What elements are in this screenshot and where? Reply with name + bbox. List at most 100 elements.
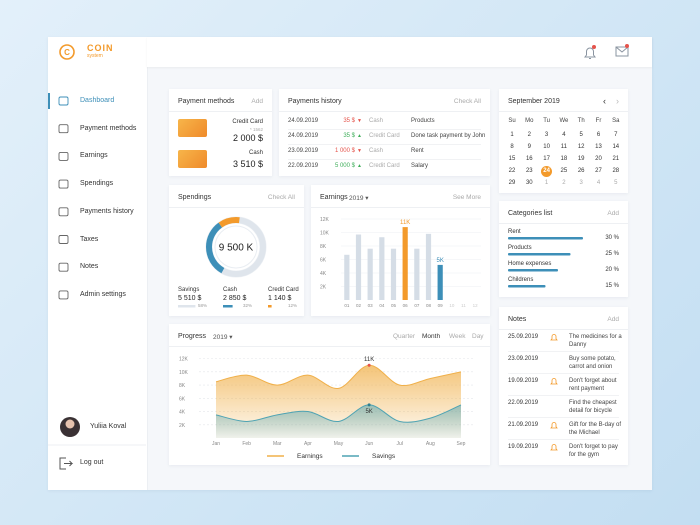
day[interactable]: 17: [543, 155, 550, 162]
menu-icon: [58, 207, 69, 217]
day[interactable]: 21: [612, 155, 620, 162]
day[interactable]: 5: [614, 180, 618, 187]
x-tick-label: 12: [473, 303, 479, 308]
x-tick-label: Sep: [457, 441, 466, 447]
day[interactable]: 25: [560, 168, 568, 175]
panel-action[interactable]: Add: [607, 316, 619, 323]
menu-item[interactable]: Spendings: [80, 180, 114, 188]
next-month[interactable]: ›: [616, 96, 619, 106]
panel-action[interactable]: Add: [607, 210, 619, 217]
reminder-bell: [550, 334, 558, 341]
day[interactable]: 28: [612, 168, 620, 175]
menu-item[interactable]: Payment methods: [80, 124, 137, 132]
category-name: Home expenses: [508, 261, 552, 267]
category-value: 15 %: [605, 283, 619, 289]
method-name: Cash: [248, 150, 263, 156]
logo-icon: [59, 44, 75, 60]
value-label: 5K: [436, 258, 443, 264]
categories-panel: Categories list Add Rent 30 % Products 25 %…: [499, 201, 628, 297]
menu-item[interactable]: Admin settings: [80, 290, 126, 298]
day[interactable]: 7: [614, 131, 618, 138]
prev-month[interactable]: ‹: [603, 96, 606, 106]
reminder-bell: [550, 444, 558, 451]
day[interactable]: 22: [508, 168, 516, 175]
day[interactable]: 14: [612, 143, 620, 150]
panel-action[interactable]: See More: [452, 194, 481, 201]
day[interactable]: 4: [562, 131, 566, 138]
panel-action[interactable]: Check All: [267, 194, 295, 201]
menu-item[interactable]: Taxes: [80, 235, 99, 243]
logo-glyph: C: [64, 48, 70, 57]
payment-arrow: ▼: [357, 117, 362, 124]
day[interactable]: 26: [577, 168, 585, 175]
row-divider: [288, 144, 481, 145]
bar: [344, 254, 350, 300]
divider: [311, 207, 490, 208]
x-tick-label: Jun: [365, 441, 373, 447]
logout[interactable]: Log out: [80, 459, 104, 466]
range-tab[interactable]: Day: [472, 333, 484, 340]
category-bar: [508, 269, 558, 272]
year-select[interactable]: 2019 ▾: [213, 334, 233, 341]
day[interactable]: 16: [525, 155, 533, 162]
range-tab[interactable]: Week: [449, 333, 466, 340]
spending-amount: 2 850 $: [223, 295, 247, 302]
method-name: Credit Card: [232, 119, 263, 125]
day[interactable]: 18: [560, 155, 568, 162]
day[interactable]: 30: [525, 180, 533, 187]
note-text: Gift for the B-day of the Michael: [569, 422, 622, 436]
payment-amount: 1 000 $: [334, 148, 355, 154]
day[interactable]: 12: [577, 143, 585, 150]
day[interactable]: 8: [510, 143, 514, 150]
payment-method: Credit Card: [369, 163, 400, 169]
spending-share-bar: [268, 305, 272, 308]
x-tick-label: 02: [356, 303, 362, 308]
day[interactable]: 24: [543, 168, 550, 175]
day[interactable]: 10: [543, 143, 550, 150]
row-divider: [508, 417, 619, 418]
notification-dot: [625, 44, 629, 48]
bell-icon[interactable]: [584, 47, 596, 59]
day[interactable]: 15: [508, 155, 516, 162]
divider: [499, 111, 628, 112]
day[interactable]: 27: [595, 168, 602, 175]
day[interactable]: 2: [562, 180, 566, 187]
panel-action[interactable]: Check All: [453, 98, 481, 105]
day[interactable]: 3: [544, 131, 549, 138]
day[interactable]: 9: [527, 143, 531, 150]
day[interactable]: 5: [579, 131, 583, 138]
menu-item[interactable]: Notes: [80, 263, 99, 271]
spending-share-bar: [223, 305, 233, 308]
x-tick-label: 10: [449, 303, 455, 308]
payment-description: Done task payment by John: [411, 133, 486, 139]
menu-item[interactable]: Payments history: [80, 207, 134, 215]
day[interactable]: 6: [596, 131, 601, 138]
category-name: Childrens: [508, 277, 534, 283]
weekday: We: [559, 118, 569, 124]
day[interactable]: 4: [596, 180, 601, 187]
day[interactable]: 19: [577, 155, 585, 162]
day[interactable]: 13: [595, 143, 602, 150]
mail-icon[interactable]: [615, 46, 629, 57]
note-date: 19.09.2019: [508, 378, 539, 384]
menu-item[interactable]: Dashboard: [80, 97, 115, 104]
day[interactable]: 2: [527, 131, 531, 138]
day[interactable]: 3: [579, 180, 583, 187]
panel-action[interactable]: Add: [251, 98, 263, 105]
day[interactable]: 23: [525, 168, 533, 175]
panel-title: Spendings: [178, 194, 212, 201]
day[interactable]: 29: [508, 180, 516, 187]
note-text: Don't forget to pay for the gym: [569, 444, 618, 458]
day[interactable]: 20: [595, 155, 602, 162]
divider: [169, 207, 304, 208]
payment-date: 24.09.2019: [288, 133, 319, 139]
range-tab[interactable]: Month: [422, 333, 441, 340]
range-tab[interactable]: Quarter: [393, 333, 416, 340]
day[interactable]: 11: [560, 143, 567, 150]
year-select[interactable]: 2019 ▾: [349, 195, 369, 202]
payment-amount: 5 000 $: [334, 163, 355, 169]
menu-item[interactable]: Earnings: [80, 152, 108, 160]
payment-methods-panel: Payment methods Add Credit Card * 1562 2 0…: [169, 89, 272, 176]
day[interactable]: 1: [510, 131, 514, 138]
day[interactable]: 1: [544, 180, 549, 187]
